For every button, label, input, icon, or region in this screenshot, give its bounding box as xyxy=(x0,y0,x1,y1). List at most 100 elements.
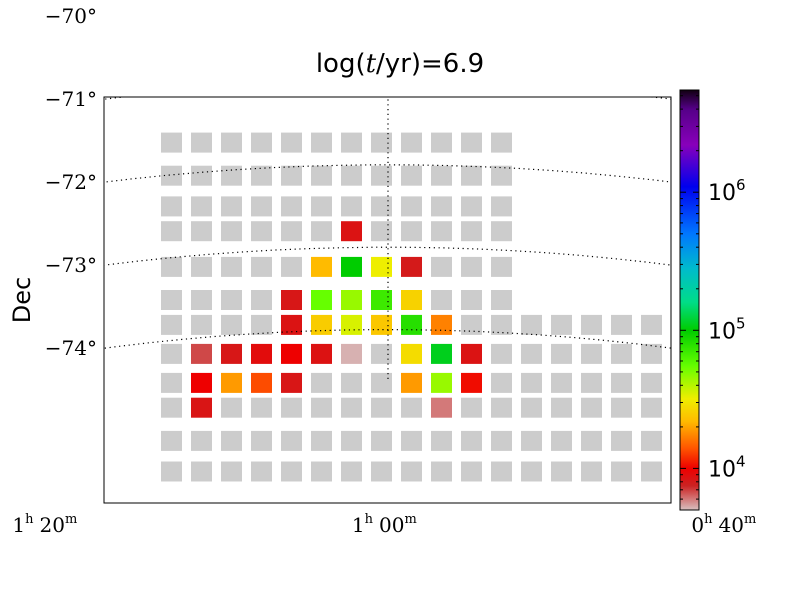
heatmap-cell xyxy=(161,256,182,277)
heatmap-cell xyxy=(221,372,242,393)
heatmap-cell xyxy=(431,196,452,217)
x-tick-hours: 1h xyxy=(12,512,34,537)
heatmap-cell xyxy=(551,430,572,451)
heatmap-cell xyxy=(191,221,212,242)
heatmap-cell xyxy=(491,372,512,393)
heatmap-cell xyxy=(401,221,422,242)
heatmap-cell xyxy=(281,343,302,364)
heatmap-cell xyxy=(461,343,482,364)
heatmap-cell xyxy=(311,256,332,277)
heatmap-cell xyxy=(161,132,182,153)
heatmap-cell xyxy=(401,372,422,393)
heatmap-cell xyxy=(341,165,362,186)
heatmap-cell xyxy=(461,372,482,393)
heatmap-cell xyxy=(371,256,392,277)
heatmap-cell xyxy=(221,132,242,153)
heatmap-cell xyxy=(221,196,242,217)
heatmap-cell xyxy=(281,221,302,242)
heatmap-cell xyxy=(281,430,302,451)
heatmap-cell xyxy=(521,372,542,393)
heatmap-cell xyxy=(461,314,482,335)
heatmap-cell xyxy=(431,132,452,153)
heatmap-cell xyxy=(491,314,512,335)
heatmap-cell xyxy=(491,165,512,186)
heatmap-cell xyxy=(191,343,212,364)
heatmap-cell xyxy=(191,290,212,310)
heatmap-cell xyxy=(371,132,392,153)
y-tick-label: −73° xyxy=(45,253,97,277)
heatmap-cell xyxy=(461,221,482,242)
heatmap-cell xyxy=(311,430,332,451)
heatmap-cell xyxy=(611,461,632,482)
heatmap-cell xyxy=(551,372,572,393)
heatmap-cell xyxy=(551,314,572,335)
heatmap-cell xyxy=(311,290,332,310)
heatmap-cell xyxy=(581,461,602,482)
heatmap-cell xyxy=(191,372,212,393)
heatmap-cell xyxy=(341,314,362,335)
x-tick-minutes: 00m xyxy=(379,512,417,537)
heatmap-cell xyxy=(521,397,542,418)
heatmap-cell xyxy=(431,221,452,242)
heatmap-cell xyxy=(521,314,542,335)
heatmap-cell xyxy=(641,430,662,451)
heatmap-cell xyxy=(401,256,422,277)
heatmap-cell xyxy=(371,314,392,335)
heatmap-cell xyxy=(311,132,332,153)
heatmap-cell xyxy=(491,256,512,277)
heatmap-cell xyxy=(641,343,662,364)
heatmap-cell xyxy=(341,132,362,153)
heatmap-cell xyxy=(281,397,302,418)
heatmap-cell xyxy=(191,132,212,153)
heatmap-cell xyxy=(431,290,452,310)
heatmap-cell xyxy=(281,196,302,217)
heatmap-cell xyxy=(311,165,332,186)
x-tick-minutes: 40m xyxy=(719,512,757,537)
title-text-post: /yr)=6.9 xyxy=(376,49,484,79)
heatmap-cell xyxy=(341,430,362,451)
y-tick-labels: −70° −71° −72° −73° −74° xyxy=(45,4,97,360)
heatmap-cell xyxy=(191,397,212,418)
heatmap-cell xyxy=(251,314,272,335)
heatmap-cell xyxy=(161,221,182,242)
heatmap-cell xyxy=(551,461,572,482)
heatmap-cell xyxy=(401,430,422,451)
heatmap-cell xyxy=(461,165,482,186)
heatmap-cell xyxy=(491,343,512,364)
heatmap-cell xyxy=(341,397,362,418)
heatmap-cell xyxy=(251,397,272,418)
heatmap-cell xyxy=(401,343,422,364)
y-tick-label: −72° xyxy=(45,170,97,194)
heatmap-cell xyxy=(551,343,572,364)
heatmap-cell xyxy=(491,132,512,153)
heatmap-cell xyxy=(641,397,662,418)
heatmap-cell xyxy=(311,372,332,393)
heatmap-cell xyxy=(371,165,392,186)
heatmap-cell xyxy=(611,372,632,393)
heatmap-cell xyxy=(311,314,332,335)
heatmap-cell xyxy=(221,290,242,310)
colorbar-tick-label: 106 xyxy=(708,176,746,206)
x-tick-minutes: 20m xyxy=(40,512,78,537)
heatmap-cell xyxy=(371,430,392,451)
heatmap-cell xyxy=(491,196,512,217)
heatmap-cell xyxy=(611,343,632,364)
heatmap-cell xyxy=(191,430,212,451)
heatmap-cell xyxy=(221,430,242,451)
heatmap-cell xyxy=(221,397,242,418)
heatmap-cell xyxy=(221,343,242,364)
heatmap-cell xyxy=(221,314,242,335)
grid-meridian xyxy=(0,0,36,408)
heatmap-cell xyxy=(431,430,452,451)
heatmap-cell xyxy=(161,343,182,364)
heatmap-cell xyxy=(191,165,212,186)
grid-parallel xyxy=(104,246,671,266)
heatmap-cell xyxy=(161,196,182,217)
heatmap-cell xyxy=(641,372,662,393)
heatmap-cell xyxy=(251,165,272,186)
heatmap-cell xyxy=(251,430,272,451)
heatmap-cell xyxy=(401,196,422,217)
heatmap-cell xyxy=(461,196,482,217)
heatmap-cell xyxy=(311,343,332,364)
heatmap-cell xyxy=(521,461,542,482)
